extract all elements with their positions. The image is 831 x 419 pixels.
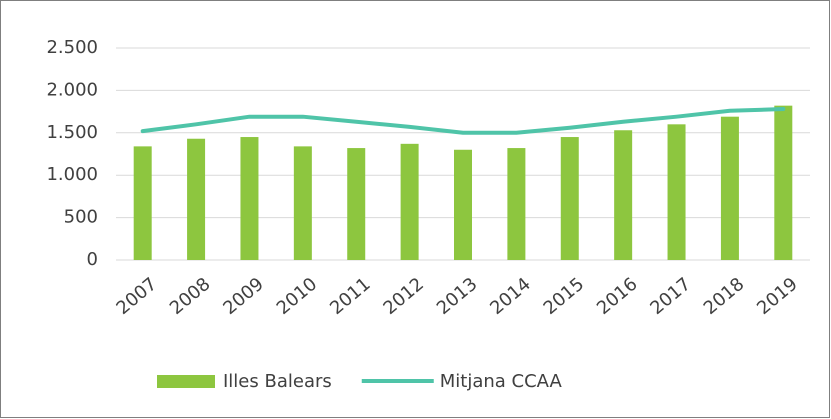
bar (614, 130, 633, 260)
bar (400, 143, 419, 260)
bar (507, 148, 526, 260)
bar (667, 124, 686, 260)
y-tick-label: 2.000 (46, 79, 98, 100)
bar (454, 149, 472, 260)
bar (187, 138, 206, 260)
line (140, 107, 786, 135)
bar (774, 105, 793, 260)
y-tick-label: 1.000 (46, 164, 98, 185)
bar (347, 148, 366, 260)
bar (240, 137, 259, 260)
y-tick-label: 2.500 (46, 37, 98, 58)
y-tick-label: 1.500 (46, 122, 98, 143)
bar (293, 146, 312, 260)
legend-swatch (157, 375, 215, 388)
y-tick-label: 500 (64, 207, 98, 228)
bar (133, 146, 152, 260)
bar (720, 116, 739, 260)
legend-label: Illes Balears (223, 371, 332, 392)
y-tick-label: 0 (87, 249, 98, 270)
legend-label: Mitjana CCAA (440, 371, 563, 392)
bar (560, 137, 579, 260)
